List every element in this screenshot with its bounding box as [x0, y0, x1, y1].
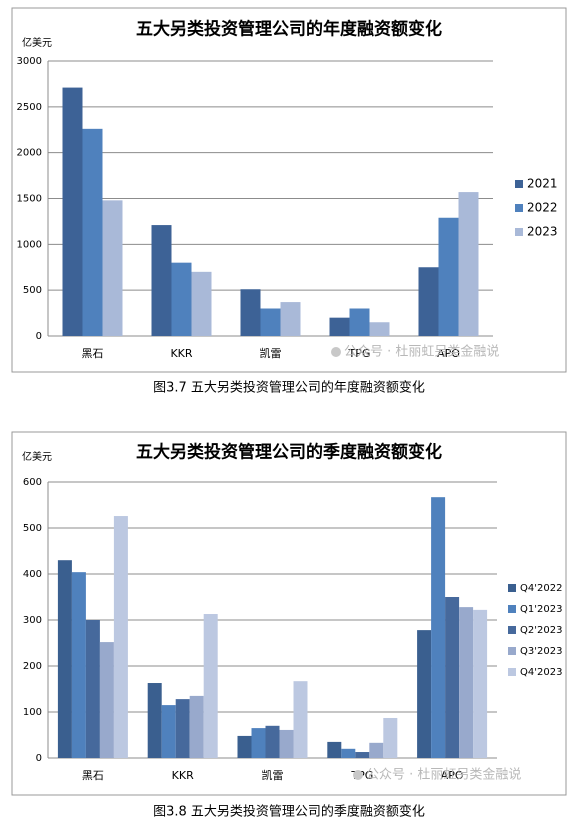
y-tick-label: 100 [23, 707, 42, 718]
bar [418, 267, 439, 336]
bar [265, 725, 280, 758]
bar [237, 735, 252, 758]
bar [161, 705, 176, 758]
bar [280, 302, 301, 336]
legend-swatch [508, 668, 516, 676]
legend-label: Q2'2023 [520, 625, 562, 636]
y-axis-label: 亿美元 [22, 36, 52, 49]
x-tick-label: TPG [348, 347, 371, 360]
watermark-icon [331, 347, 341, 357]
y-tick-label: 0 [36, 753, 42, 764]
y-tick-label: 1500 [17, 194, 42, 205]
legend-swatch [515, 180, 523, 188]
bar [327, 741, 342, 758]
bar [260, 308, 281, 336]
bar [71, 572, 86, 758]
y-tick-label: 400 [23, 569, 42, 580]
bar [113, 516, 128, 758]
x-tick-label: KKR [172, 769, 194, 782]
bar [82, 128, 103, 336]
bar [175, 699, 190, 758]
legend-label: Q4'2023 [520, 667, 562, 678]
bar [293, 681, 308, 758]
bar [329, 317, 350, 336]
watermark: 公众号 · 杜丽虹另类金融说 [366, 767, 521, 783]
x-tick-label: 黑石 [82, 347, 104, 360]
x-tick-label: 凯雷 [260, 347, 282, 360]
bar [189, 695, 204, 758]
y-tick-label: 1000 [17, 239, 42, 250]
legend-label: Q3'2023 [520, 646, 562, 657]
watermark-icon [353, 770, 363, 780]
bar [458, 192, 479, 336]
legend-swatch [515, 204, 523, 212]
legend-swatch [508, 605, 516, 613]
x-tick-label: 黑石 [82, 769, 104, 782]
legend-swatch [515, 228, 523, 236]
legend-swatch [508, 626, 516, 634]
bar [438, 217, 459, 336]
bar [151, 225, 172, 336]
legend-label: Q1'2023 [520, 604, 562, 615]
legend-label: 2022 [527, 201, 558, 215]
bar [445, 597, 460, 758]
y-tick-label: 2500 [17, 102, 42, 113]
x-tick-label: APO [437, 347, 460, 360]
bar [459, 607, 474, 758]
x-tick-label: KKR [170, 347, 192, 360]
bar [251, 728, 266, 758]
bar [147, 683, 162, 758]
y-axis-label: 亿美元 [22, 450, 52, 463]
watermark: 公众号 · 杜丽虹另类金融说 [344, 344, 499, 360]
bar [191, 271, 212, 336]
y-tick-label: 500 [23, 523, 42, 534]
bar [240, 289, 261, 336]
chart-title: 五大另类投资管理公司的季度融资额变化 [136, 442, 442, 463]
bar [417, 630, 432, 758]
bar [369, 742, 384, 758]
bar [383, 717, 398, 758]
x-tick-label: APO [441, 769, 464, 782]
caption: 图3.8 五大另类投资管理公司的季度融资额变化 [153, 804, 425, 820]
bar [341, 748, 356, 758]
bar [171, 262, 192, 336]
bar [279, 729, 294, 758]
legend-label: Q4'2022 [520, 583, 562, 594]
y-tick-label: 600 [23, 477, 42, 488]
bar [473, 609, 488, 758]
bar [369, 322, 390, 336]
y-tick-label: 3000 [17, 56, 42, 67]
bar [355, 752, 370, 758]
bar [99, 642, 114, 758]
bar [85, 620, 100, 758]
legend-label: 2021 [527, 177, 558, 191]
bar [62, 87, 83, 336]
y-tick-label: 300 [23, 615, 42, 626]
legend-swatch [508, 647, 516, 655]
legend-swatch [508, 584, 516, 592]
bar [349, 308, 370, 336]
caption: 图3.7 五大另类投资管理公司的年度融资额变化 [153, 380, 425, 396]
x-tick-label: 凯雷 [262, 769, 284, 782]
bar [57, 560, 72, 758]
y-tick-label: 500 [23, 285, 42, 296]
y-tick-label: 0 [36, 331, 42, 342]
y-tick-label: 2000 [17, 148, 42, 159]
bar [431, 497, 446, 758]
bar [203, 614, 218, 758]
y-tick-label: 200 [23, 661, 42, 672]
legend-label: 2023 [527, 225, 558, 239]
chart-title: 五大另类投资管理公司的年度融资额变化 [136, 19, 442, 40]
bar [102, 200, 123, 336]
